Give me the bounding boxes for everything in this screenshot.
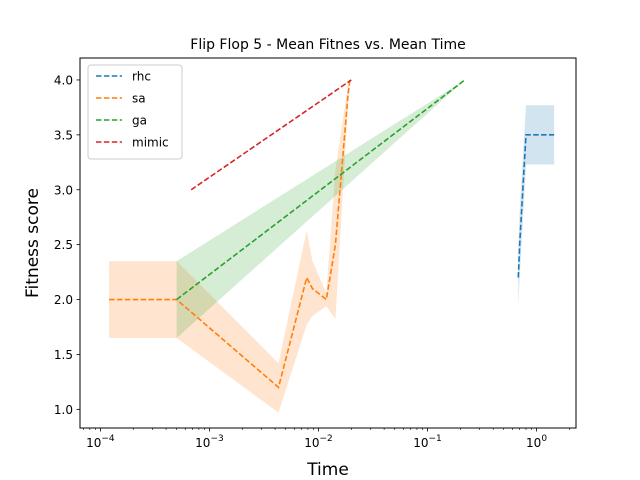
legend-label-mimic: mimic [132,136,169,150]
plot-frame [79,57,577,429]
series-line-ga [176,79,466,301]
y-tick-label: 4.0 [54,73,73,87]
series-line-rhc [517,134,555,278]
x-tick-label: 10−1 [413,434,442,450]
x-axis-ticks: 10−4 10−3 10−2 10−1 100 [83,428,570,450]
y-axis-title: Fitness score [23,188,43,298]
band-ga [176,79,465,338]
y-axis-ticks: 1.0 1.5 2.0 2.5 3.0 3.5 4.0 [54,73,80,417]
band-rhc [518,105,555,306]
x-axis-title: Time [306,460,349,480]
legend: rhc sa ga mimic [87,64,183,160]
x-tick-label: 10−2 [304,434,333,450]
series-lines [109,79,555,389]
series-line-sa [109,79,351,389]
legend-label-ga: ga [132,114,147,128]
y-tick-label: 2.5 [54,238,73,252]
y-tick-label: 2.0 [54,293,73,307]
legend-box [87,64,183,160]
legend-label-sa: sa [132,92,146,106]
series-line-mimic [190,79,352,191]
y-tick-label: 3.0 [54,183,73,197]
band-sa [109,79,350,413]
y-tick-label: 1.0 [54,403,73,417]
y-tick-label: 3.5 [54,128,73,142]
x-tick-label: 10−4 [86,434,115,450]
confidence-bands [109,79,555,413]
legend-label-rhc: rhc [132,70,151,84]
x-tick-label: 100 [526,434,547,450]
chart-title: Flip Flop 5 - Mean Fitnes vs. Mean Time [190,37,465,53]
y-tick-label: 1.5 [54,348,73,362]
x-tick-label: 10−3 [195,434,224,450]
